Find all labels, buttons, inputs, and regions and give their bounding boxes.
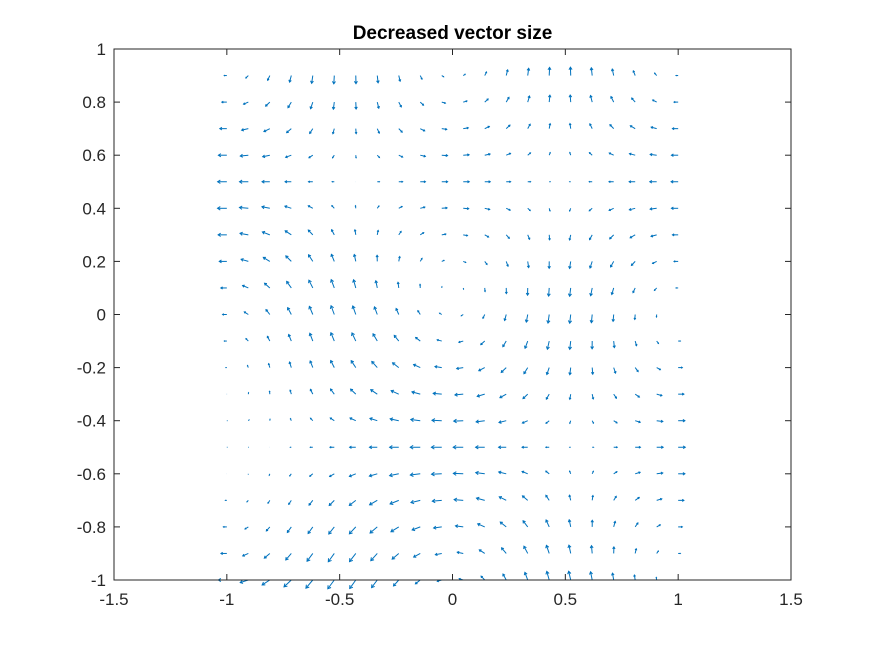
- arrow-head: [656, 316, 657, 317]
- x-tick-label: 0: [448, 590, 457, 609]
- arrow-head: [269, 391, 270, 392]
- arrow-head: [332, 181, 333, 182]
- vector-arrow: [678, 553, 680, 554]
- vector-arrow: [528, 181, 531, 182]
- x-tick-label: -1: [219, 590, 234, 609]
- y-tick-label: 0.8: [82, 93, 106, 112]
- arrow-shaft: [284, 580, 291, 587]
- chart-title: Decreased vector size: [353, 23, 553, 44]
- arrow-head: [355, 206, 356, 207]
- plot-background: [114, 49, 791, 580]
- y-tick-label: 0.4: [82, 199, 106, 218]
- x-tick-label: 0.5: [554, 590, 578, 609]
- vector-arrow: [614, 447, 618, 448]
- y-tick-label: -0.6: [77, 465, 106, 484]
- arrow-head: [656, 577, 657, 578]
- vector-arrow: [248, 420, 249, 421]
- arrow-head: [680, 553, 681, 554]
- arrow-head: [419, 284, 420, 285]
- y-tick-label: 0.2: [82, 252, 106, 271]
- arrow-head: [224, 341, 225, 342]
- vector-arrow: [394, 580, 399, 586]
- vector-arrow: [328, 580, 334, 589]
- vector-arrow: [656, 315, 657, 318]
- arrow-head: [310, 447, 311, 448]
- y-tick-label: -0.8: [77, 518, 106, 537]
- x-tick-label: 1.5: [779, 590, 803, 609]
- y-tick-label: -0.2: [77, 359, 106, 378]
- arrow-head: [546, 447, 547, 448]
- vector-arrow: [269, 474, 270, 476]
- vector-arrow: [225, 500, 226, 501]
- x-tick-label: 1: [673, 590, 682, 609]
- vector-arrow: [224, 341, 226, 342]
- vector-arrow: [415, 580, 420, 584]
- vector-arrow: [262, 580, 270, 585]
- vector-arrow: [223, 526, 226, 527]
- vector-arrow: [310, 447, 313, 448]
- vector-arrow: [589, 181, 592, 182]
- y-tick-label: 1: [97, 40, 106, 59]
- y-tick-label: 0: [97, 306, 106, 325]
- vector-arrow: [284, 580, 291, 587]
- vector-arrow: [678, 341, 680, 342]
- vector-arrow: [676, 288, 678, 289]
- arrow-head: [224, 75, 225, 76]
- vector-arrow: [372, 580, 378, 588]
- arrow-head: [676, 288, 677, 289]
- y-tick-label: -0.4: [77, 412, 106, 431]
- arrow-head: [680, 341, 681, 342]
- vector-arrow: [248, 393, 249, 395]
- vector-arrow: [546, 447, 549, 448]
- arrow-head: [676, 75, 677, 76]
- arrow-head: [549, 210, 550, 211]
- arrow-head: [530, 181, 531, 182]
- x-tick-label: -0.5: [325, 590, 354, 609]
- arrow-head: [223, 526, 224, 527]
- vector-arrow: [676, 75, 678, 76]
- arrow-head: [247, 501, 248, 502]
- vector-arrow: [350, 580, 356, 589]
- y-tick-label: -1: [91, 571, 106, 590]
- arrow-head: [589, 181, 590, 182]
- arrow-head: [269, 475, 270, 476]
- vector-arrow: [270, 419, 271, 421]
- x-tick-label: -1.5: [99, 590, 128, 609]
- vector-arrow: [592, 447, 593, 448]
- arrow-head: [355, 157, 356, 158]
- vector-arrow: [377, 181, 379, 182]
- arrow-head: [616, 447, 617, 448]
- vector-arrow: [332, 181, 334, 182]
- vector-arrow: [224, 75, 227, 76]
- arrow-shaft: [306, 580, 313, 588]
- vector-arrow: [306, 580, 313, 588]
- arrow-head: [379, 181, 380, 182]
- vector-arrow: [240, 580, 248, 583]
- y-tick-label: 0.6: [82, 146, 106, 165]
